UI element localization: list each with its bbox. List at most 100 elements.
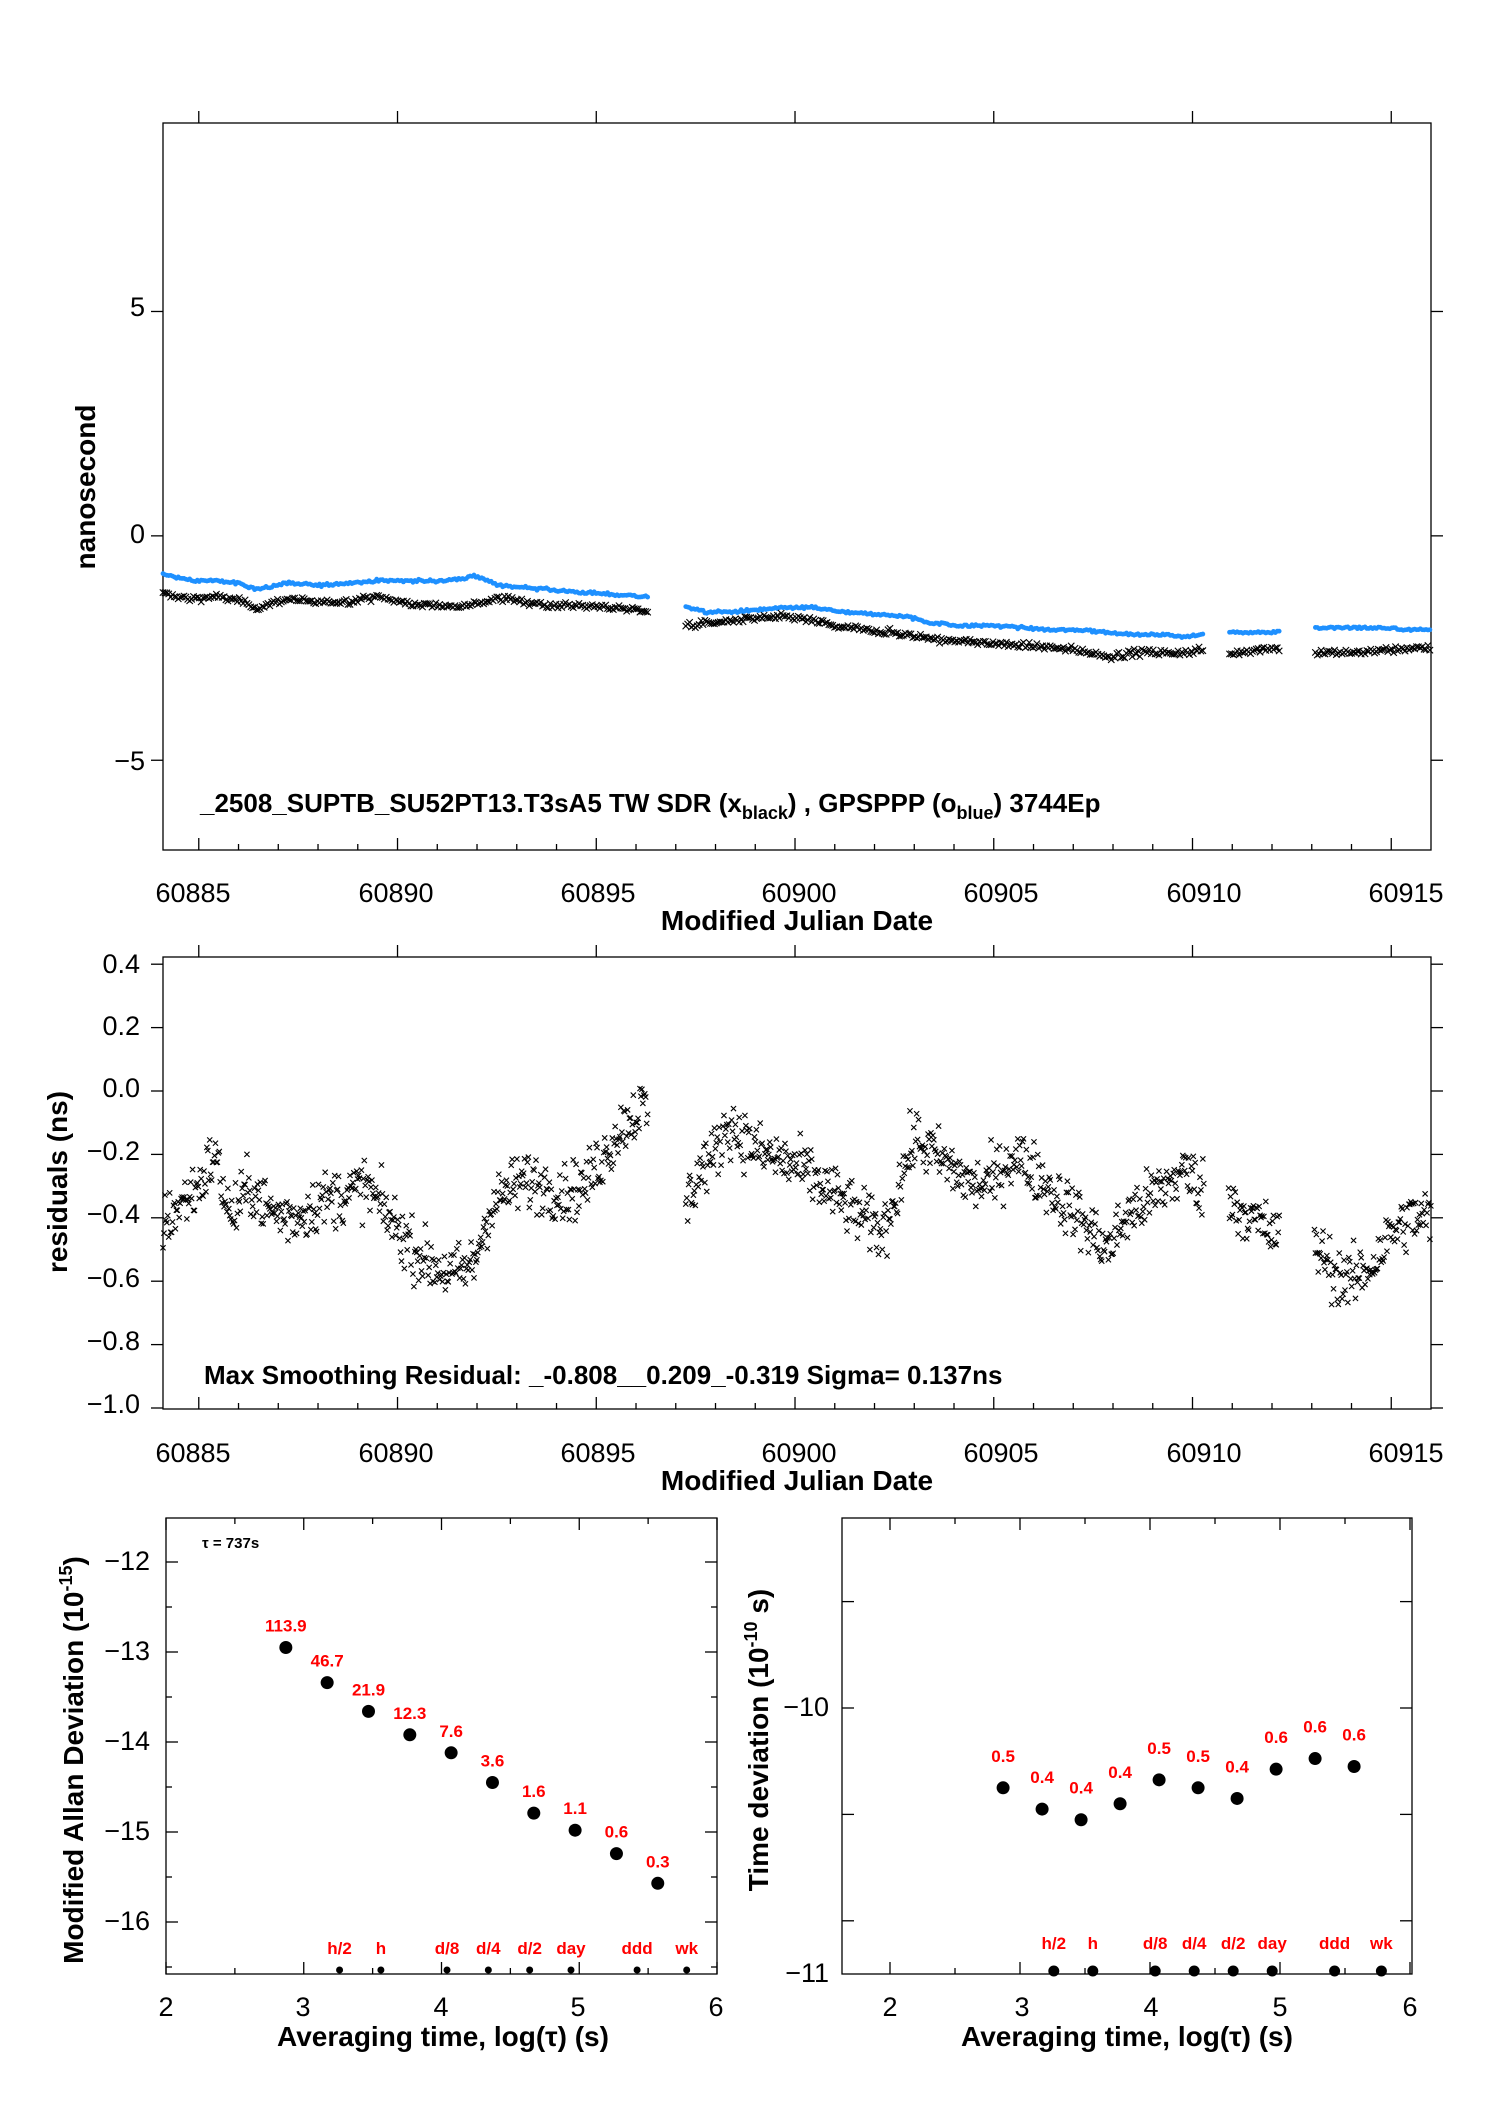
twsdr-point [634, 605, 642, 613]
mdev-value-label: 46.7 [311, 1652, 344, 1671]
residual-point [1315, 1268, 1322, 1275]
residual-point [952, 1159, 959, 1166]
twsdr-point [432, 599, 440, 607]
residual-point [305, 1193, 311, 1200]
twsdr-point [445, 602, 453, 610]
residual-point [1064, 1178, 1071, 1185]
twsdr-point [558, 603, 566, 611]
residual-point [400, 1236, 407, 1243]
residual-point [1321, 1259, 1327, 1266]
residual-point [1177, 1169, 1184, 1176]
residual-point [1124, 1234, 1131, 1241]
reference-label: d/4 [476, 1939, 501, 1958]
residual-point [694, 1160, 701, 1167]
residual-point [714, 1134, 721, 1141]
residual-point [866, 1246, 873, 1253]
residual-point [585, 1174, 592, 1181]
residual-point [548, 1186, 555, 1193]
residual-point [1189, 1167, 1196, 1174]
residual-point [247, 1211, 254, 1218]
twsdr-point [1037, 643, 1045, 651]
residual-point [985, 1170, 992, 1177]
mdev-point [403, 1728, 417, 1742]
p1-xtick-3: 60900 [761, 878, 836, 908]
residual-point [586, 1144, 593, 1151]
twsdr-point [1319, 649, 1327, 658]
twsdr-point [947, 636, 955, 644]
residual-point [471, 1274, 477, 1281]
residual-point [212, 1140, 219, 1147]
residual-point [1099, 1230, 1106, 1237]
residual-point [228, 1197, 235, 1204]
residual-point [736, 1114, 743, 1121]
residual-point [1147, 1190, 1154, 1197]
residual-point [1044, 1188, 1051, 1195]
residual-point [1153, 1179, 1160, 1186]
residual-point [1045, 1183, 1052, 1190]
residual-point [562, 1175, 569, 1182]
residual-point [703, 1188, 710, 1195]
mdev-point [485, 1776, 499, 1789]
residual-point [398, 1258, 405, 1265]
residual-point [999, 1167, 1006, 1174]
p3-xtick-4: 6 [708, 1992, 723, 2022]
residual-point [815, 1167, 822, 1173]
residual-point [235, 1196, 242, 1203]
residual-point [1275, 1229, 1282, 1236]
residual-point [1074, 1208, 1081, 1215]
residual-point [639, 1100, 646, 1107]
residual-point [266, 1205, 273, 1212]
residual-point [1069, 1185, 1076, 1192]
twsdr-point [1330, 646, 1339, 654]
residual-point [718, 1162, 725, 1169]
residual-point [877, 1225, 884, 1232]
residual-point [1331, 1262, 1338, 1269]
residual-point [1427, 1202, 1434, 1209]
residual-point [1157, 1186, 1164, 1193]
residual-point [687, 1176, 694, 1183]
residual-point [1174, 1195, 1181, 1202]
residual-point [191, 1207, 198, 1214]
residual-point [218, 1193, 225, 1200]
twsdr-point [1126, 648, 1134, 656]
residual-point [1122, 1209, 1129, 1216]
residual-point [884, 1253, 891, 1260]
p2-xtick-0: 60885 [155, 1438, 230, 1468]
residual-point [1424, 1209, 1431, 1216]
residual-point [410, 1283, 417, 1290]
residual-point [603, 1144, 610, 1151]
twsdr-point [273, 595, 282, 603]
residual-point [719, 1151, 726, 1158]
residual-point [188, 1195, 195, 1202]
residual-point [971, 1174, 978, 1181]
residual-point [863, 1207, 870, 1214]
residual-point [471, 1251, 478, 1258]
residual-point [189, 1166, 196, 1173]
twsdr-point [1275, 647, 1283, 655]
residual-point [807, 1147, 814, 1154]
residual-point [685, 1181, 692, 1188]
residual-point [360, 1175, 367, 1182]
twsdr-point [523, 597, 532, 605]
residual-point [623, 1133, 630, 1140]
twsdr-point [596, 604, 604, 613]
mdev-point [444, 1746, 458, 1760]
p4-ylabel-a: Time deviation (10 [743, 1647, 774, 1891]
residual-point [489, 1222, 496, 1229]
residual-point [1313, 1231, 1320, 1238]
p2-data-layer [160, 1085, 1434, 1308]
residual-point [1401, 1242, 1408, 1248]
residual-point [238, 1168, 245, 1175]
residual-point [269, 1209, 276, 1216]
residual-point [717, 1138, 724, 1145]
residual-point [940, 1160, 947, 1167]
residual-point [608, 1166, 615, 1173]
twsdr-point [1067, 642, 1075, 650]
tdev-point [996, 1781, 1010, 1795]
residual-point [352, 1185, 359, 1192]
residual-point [512, 1192, 519, 1199]
residual-point [480, 1224, 487, 1231]
residual-point [1007, 1152, 1014, 1159]
twsdr-point [218, 593, 226, 601]
residual-point [469, 1266, 476, 1273]
